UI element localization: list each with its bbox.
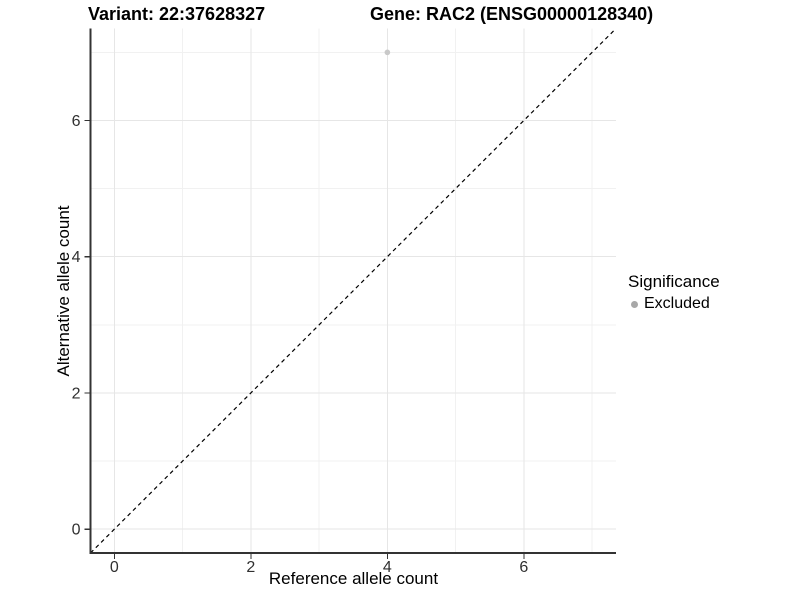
axis-layer: [89, 28, 616, 554]
legend: Significance Excluded: [628, 272, 720, 313]
x-tick-label: 0: [110, 559, 119, 576]
data-point: [384, 49, 391, 56]
y-tick-label: 0: [72, 522, 81, 539]
y-tick-label: 4: [72, 249, 81, 266]
legend-title: Significance: [628, 272, 720, 291]
x-tick-label: 4: [383, 559, 392, 576]
y-tick-label: 6: [72, 113, 81, 130]
x-tick-label: 6: [519, 559, 528, 576]
legend-item-excluded: Excluded: [628, 295, 720, 313]
tick-layer: 0 2 4 6 0 2 4 6: [72, 113, 529, 576]
x-axis-title: Reference allele count: [268, 569, 439, 588]
reference-line-layer: [90, 28, 617, 554]
legend-item-label: Excluded: [644, 295, 710, 312]
plot-title-gene: Gene: RAC2 (ENSG00000128340): [370, 4, 654, 24]
identity-dashed-line: [90, 28, 617, 554]
data-point-layer: [384, 49, 391, 56]
y-axis-title: Alternative allele count: [54, 205, 73, 377]
legend-key-dot: [631, 300, 638, 308]
grid-minor-layer: [90, 28, 616, 553]
grid-major-layer: [90, 28, 616, 553]
plot-title-variant: Variant: 22:37628327: [88, 4, 266, 24]
y-tick-label: 2: [72, 385, 81, 402]
x-tick-label: 2: [246, 559, 255, 576]
